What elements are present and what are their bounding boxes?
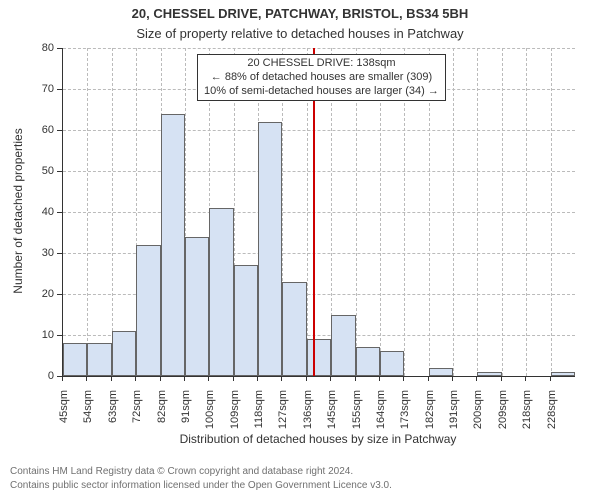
- histogram-bar: [356, 347, 380, 376]
- gridline-h: [63, 130, 575, 131]
- y-tick-label: 80: [28, 42, 54, 54]
- gridline-h: [63, 48, 575, 49]
- x-tick: [550, 376, 551, 381]
- x-tick: [135, 376, 136, 381]
- x-tick: [160, 376, 161, 381]
- y-tick: [57, 171, 62, 172]
- footer-line-2: Contains public sector information licen…: [10, 480, 392, 491]
- x-tick-label: 218sqm: [521, 390, 533, 438]
- x-tick-label: 91sqm: [180, 390, 192, 438]
- x-tick: [501, 376, 502, 381]
- x-tick: [257, 376, 258, 381]
- x-tick-label: 63sqm: [107, 390, 119, 438]
- y-tick-label: 60: [28, 124, 54, 136]
- y-tick: [57, 212, 62, 213]
- y-tick-label: 70: [28, 83, 54, 95]
- histogram-bar: [112, 331, 136, 376]
- x-tick: [403, 376, 404, 381]
- chart-title-address: 20, CHESSEL DRIVE, PATCHWAY, BRISTOL, BS…: [0, 6, 600, 21]
- x-tick: [355, 376, 356, 381]
- histogram-bar: [551, 372, 575, 376]
- x-tick-label: 118sqm: [253, 390, 265, 438]
- x-tick-label: 100sqm: [204, 390, 216, 438]
- y-tick-label: 0: [28, 370, 54, 382]
- annotation-line: 20 CHESSEL DRIVE: 138sqm: [204, 57, 439, 71]
- x-tick-label: 191sqm: [448, 390, 460, 438]
- x-tick-label: 82sqm: [156, 390, 168, 438]
- y-axis-label: Number of detached properties: [11, 47, 25, 375]
- x-tick-label: 200sqm: [472, 390, 484, 438]
- x-tick-label: 109sqm: [229, 390, 241, 438]
- y-tick-label: 10: [28, 329, 54, 341]
- x-tick: [184, 376, 185, 381]
- x-tick-label: 209sqm: [497, 390, 509, 438]
- x-tick: [330, 376, 331, 381]
- footer-line-1: Contains HM Land Registry data © Crown c…: [10, 466, 353, 477]
- histogram-bar: [161, 114, 185, 376]
- x-tick: [379, 376, 380, 381]
- histogram-bar: [331, 315, 355, 377]
- x-tick: [476, 376, 477, 381]
- x-tick: [111, 376, 112, 381]
- histogram-bar: [234, 265, 258, 376]
- histogram-bar: [380, 351, 404, 376]
- gridline-v: [551, 48, 552, 376]
- histogram-bar: [307, 339, 331, 376]
- histogram-bar: [63, 343, 87, 376]
- histogram-bar: [258, 122, 282, 376]
- x-tick: [86, 376, 87, 381]
- chart-container: 20, CHESSEL DRIVE, PATCHWAY, BRISTOL, BS…: [0, 0, 600, 500]
- gridline-h: [63, 212, 575, 213]
- x-tick: [306, 376, 307, 381]
- x-tick: [452, 376, 453, 381]
- y-tick-label: 50: [28, 165, 54, 177]
- gridline-h: [63, 171, 575, 172]
- x-tick-label: 54sqm: [82, 390, 94, 438]
- x-tick-label: 145sqm: [326, 390, 338, 438]
- y-tick-label: 40: [28, 206, 54, 218]
- histogram-bar: [477, 372, 501, 376]
- gridline-v: [112, 48, 113, 376]
- gridline-v: [87, 48, 88, 376]
- x-tick-label: 45sqm: [58, 390, 70, 438]
- histogram-bar: [136, 245, 160, 376]
- x-tick: [208, 376, 209, 381]
- x-tick-label: 155sqm: [351, 390, 363, 438]
- histogram-bar: [429, 368, 453, 376]
- x-tick-label: 182sqm: [424, 390, 436, 438]
- x-tick-label: 72sqm: [131, 390, 143, 438]
- y-tick-label: 30: [28, 247, 54, 259]
- x-tick: [525, 376, 526, 381]
- x-tick-label: 228sqm: [546, 390, 558, 438]
- y-tick-label: 20: [28, 288, 54, 300]
- x-tick-label: 164sqm: [375, 390, 387, 438]
- x-tick-label: 127sqm: [277, 390, 289, 438]
- gridline-v: [526, 48, 527, 376]
- histogram-bar: [282, 282, 306, 376]
- x-tick: [62, 376, 63, 381]
- x-tick: [233, 376, 234, 381]
- gridline-v: [477, 48, 478, 376]
- histogram-bar: [87, 343, 111, 376]
- y-tick: [57, 89, 62, 90]
- histogram-bar: [185, 237, 209, 376]
- plot-area: 20 CHESSEL DRIVE: 138sqm← 88% of detache…: [62, 48, 575, 377]
- x-tick-label: 136sqm: [302, 390, 314, 438]
- annotation-line: ← 88% of detached houses are smaller (30…: [204, 71, 439, 85]
- annotation-line: 10% of semi-detached houses are larger (…: [204, 85, 439, 99]
- x-tick-label: 173sqm: [399, 390, 411, 438]
- y-tick: [57, 130, 62, 131]
- x-tick: [428, 376, 429, 381]
- y-tick: [57, 335, 62, 336]
- y-tick: [57, 48, 62, 49]
- chart-title-desc: Size of property relative to detached ho…: [0, 26, 600, 41]
- gridline-v: [453, 48, 454, 376]
- annotation-box: 20 CHESSEL DRIVE: 138sqm← 88% of detache…: [197, 54, 446, 101]
- y-tick: [57, 294, 62, 295]
- gridline-v: [502, 48, 503, 376]
- x-tick: [281, 376, 282, 381]
- histogram-bar: [209, 208, 233, 376]
- y-tick: [57, 253, 62, 254]
